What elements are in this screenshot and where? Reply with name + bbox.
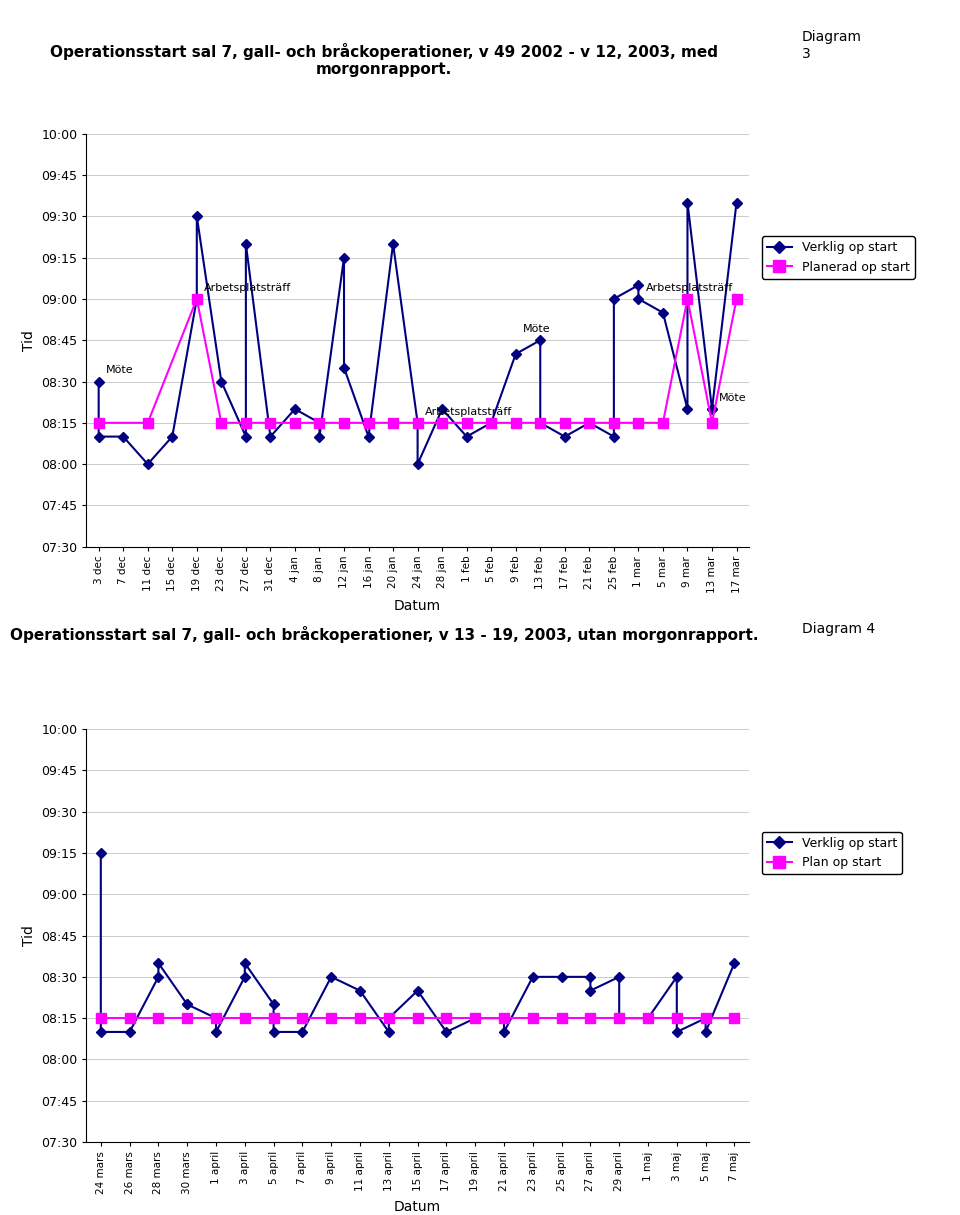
Text: Möte: Möte — [719, 392, 747, 403]
Legend: Verklig op start, Plan op start: Verklig op start, Plan op start — [761, 832, 902, 874]
X-axis label: Datum: Datum — [394, 1199, 442, 1214]
Text: Diagram
3: Diagram 3 — [802, 30, 861, 61]
Legend: Verklig op start, Planerad op start: Verklig op start, Planerad op start — [761, 237, 915, 278]
Text: Operationsstart sal 7, gall- och bråckoperationer, v 13 - 19, 2003, utan morgonr: Operationsstart sal 7, gall- och bråckop… — [10, 626, 758, 643]
Text: Arbetsplatsträff: Arbetsplatsträff — [646, 283, 733, 293]
Text: Möte: Möte — [106, 366, 133, 375]
Text: Arbetsplatsträff: Arbetsplatsträff — [425, 407, 513, 417]
Text: Arbetsplatsträff: Arbetsplatsträff — [204, 283, 292, 293]
Text: Operationsstart sal 7, gall- och bråckoperationer, v 49 2002 - v 12, 2003, med
m: Operationsstart sal 7, gall- och bråckop… — [50, 43, 718, 77]
Y-axis label: Tid: Tid — [21, 329, 36, 351]
Text: Möte: Möte — [523, 324, 551, 334]
Text: Diagram 4: Diagram 4 — [802, 622, 875, 637]
X-axis label: Datum: Datum — [394, 599, 442, 612]
Y-axis label: Tid: Tid — [21, 925, 36, 946]
